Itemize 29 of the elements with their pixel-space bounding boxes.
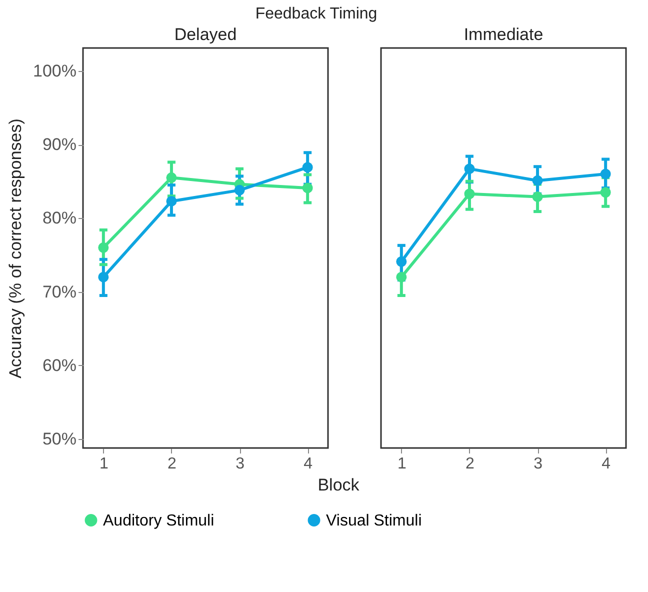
legend-label: Auditory Stimuli [103, 512, 214, 530]
point [464, 164, 475, 174]
y-tick-label: 80% [42, 208, 76, 228]
chart-subtitle: Feedback Timing [255, 5, 378, 22]
x-tick-label: 2 [466, 456, 475, 472]
x-tick-label: 3 [236, 456, 245, 472]
y-tick-label: 60% [42, 356, 76, 375]
y-axis-title: Accuracy (% of correct responses) [6, 118, 26, 378]
chart-title: Immediate [464, 25, 544, 44]
point [464, 188, 475, 200]
point [302, 162, 313, 173]
point [98, 242, 109, 253]
x-tick-label: 1 [397, 456, 406, 472]
x-axis-title: Block [318, 476, 360, 494]
legend-label: Visual Stimuli [326, 512, 422, 530]
x-tick-label: 1 [99, 456, 108, 472]
x-tick-label: 4 [304, 456, 313, 472]
x-tick-label: 4 [602, 456, 611, 472]
chart-title: Delayed [174, 25, 237, 44]
x-tick-label: 2 [168, 456, 177, 472]
point [98, 272, 109, 282]
y-tick-label: 50% [42, 430, 76, 449]
x-tick-label: 3 [534, 456, 543, 472]
y-tick-label: 90% [42, 135, 76, 154]
y-tick-label: 100% [33, 61, 76, 80]
y-tick-label: 70% [42, 282, 76, 302]
point [396, 256, 407, 267]
point [166, 172, 177, 183]
point [234, 184, 245, 196]
